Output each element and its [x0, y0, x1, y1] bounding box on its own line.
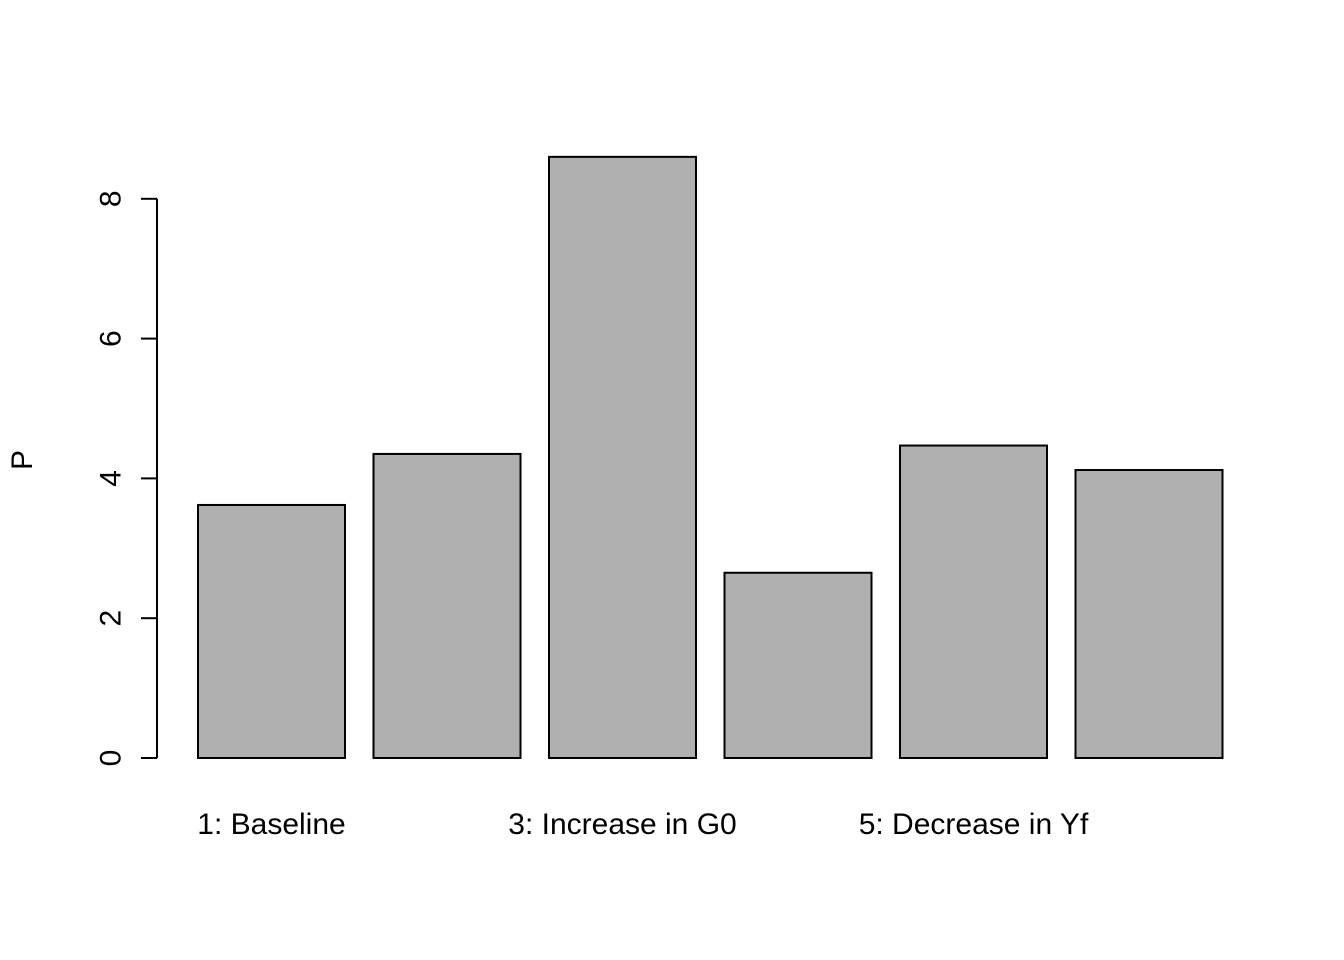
bars-group	[197, 155, 1224, 760]
bar-6	[1074, 469, 1224, 759]
y-tick-label-2: 4	[95, 470, 128, 487]
x-category-labels: 1: Baseline 3: Increase in G0 5: Decrease …	[197, 808, 1089, 841]
bar-5	[899, 444, 1048, 759]
x-category-label-3: 3: Increase in G0	[508, 808, 736, 841]
y-axis-label: P	[6, 450, 39, 470]
bar-2	[372, 452, 522, 759]
y-tick-label-3: 6	[95, 330, 128, 347]
x-category-label-5: 5: Decrease in Yf	[859, 808, 1089, 841]
y-tick-label-1: 2	[95, 610, 128, 627]
y-ticks: 0 2 4 6 8	[95, 190, 157, 767]
y-tick-label-4: 8	[95, 190, 128, 207]
x-category-label-1: 1: Baseline	[197, 808, 345, 841]
y-tick-label-0: 0	[95, 750, 128, 767]
bar-1	[197, 503, 346, 759]
y-axis: 0 2 4 6 8	[95, 190, 158, 766]
bar-4	[723, 571, 873, 760]
bar-3	[548, 155, 697, 760]
